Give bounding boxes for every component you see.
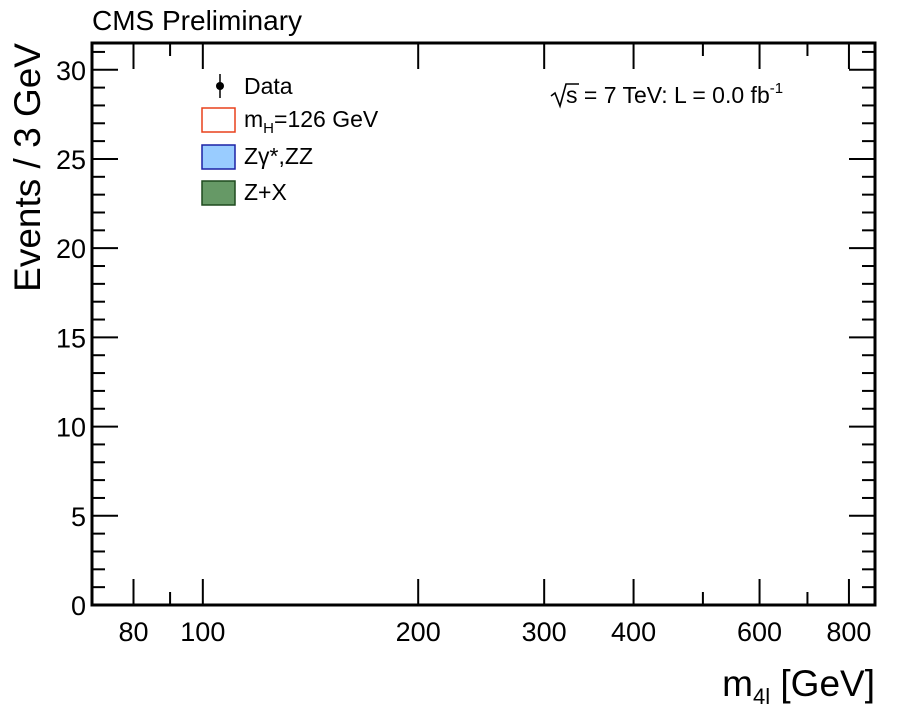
y-tick-label: 30 <box>56 56 86 86</box>
legend-signal-main: m <box>244 106 263 132</box>
zx-swatch <box>201 180 236 206</box>
zz-swatch <box>201 144 236 170</box>
annotation-text: s = 7 TeV: L = 0.0 fb-1 <box>566 80 783 108</box>
plot-frame <box>90 41 877 607</box>
legend-label-data: Data <box>244 73 293 99</box>
legend-zz: Zγ*,ZZ <box>201 143 313 170</box>
y-tick-label: 10 <box>56 413 86 443</box>
x-axis-label-sub: 4l <box>753 684 770 709</box>
sqrt-sign-icon <box>550 83 579 109</box>
annotation-rest: = 7 TeV: L = 0.0 fb <box>578 82 770 108</box>
legend-signal-rest: =126 GeV <box>274 106 379 132</box>
x-axis-label-main: m <box>722 663 753 704</box>
y-tick-label: 25 <box>56 145 86 175</box>
x-tick-label: 800 <box>826 617 871 647</box>
x-tick-label: 80 <box>118 617 148 647</box>
signal-swatch <box>201 107 236 133</box>
annotation-sup: -1 <box>770 80 783 97</box>
y-tick-label: 5 <box>71 502 86 532</box>
energy-lumi-annotation: s = 7 TeV: L = 0.0 fb-1 <box>550 80 783 109</box>
y-tick-label: 20 <box>56 234 86 264</box>
chart-header: CMS Preliminary <box>92 5 302 36</box>
legend: Data mH=126 GeV Zγ*,ZZ Z+X <box>201 73 379 206</box>
y-axis: 0 5 10 15 20 25 30 <box>56 50 875 621</box>
y-tick-label: 0 <box>71 591 86 621</box>
legend-signal: mH=126 GeV <box>201 106 379 137</box>
legend-label-zz: Zγ*,ZZ <box>244 143 313 169</box>
x-axis-label: m4l [GeV] <box>722 663 875 709</box>
x-axis: 80 100 200 300 400 600 800 <box>91 43 871 647</box>
data-marker-icon <box>216 82 224 90</box>
x-tick-label: 200 <box>396 617 441 647</box>
y-tick-label: 15 <box>56 323 86 353</box>
x-tick-label: 600 <box>737 617 782 647</box>
annotation-sqrt: s <box>566 82 578 108</box>
legend-zx: Z+X <box>201 179 287 206</box>
x-tick-label: 400 <box>611 617 656 647</box>
x-tick-label: 100 <box>180 617 225 647</box>
x-axis-label-unit: [GeV] <box>770 663 875 704</box>
legend-data: Data <box>216 73 293 99</box>
legend-label-zx: Z+X <box>244 179 287 205</box>
legend-label-signal: mH=126 GeV <box>244 106 379 137</box>
legend-signal-sub: H <box>263 120 274 137</box>
x-tick-label: 300 <box>522 617 567 647</box>
y-axis-label: Events / 3 GeV <box>7 43 48 292</box>
